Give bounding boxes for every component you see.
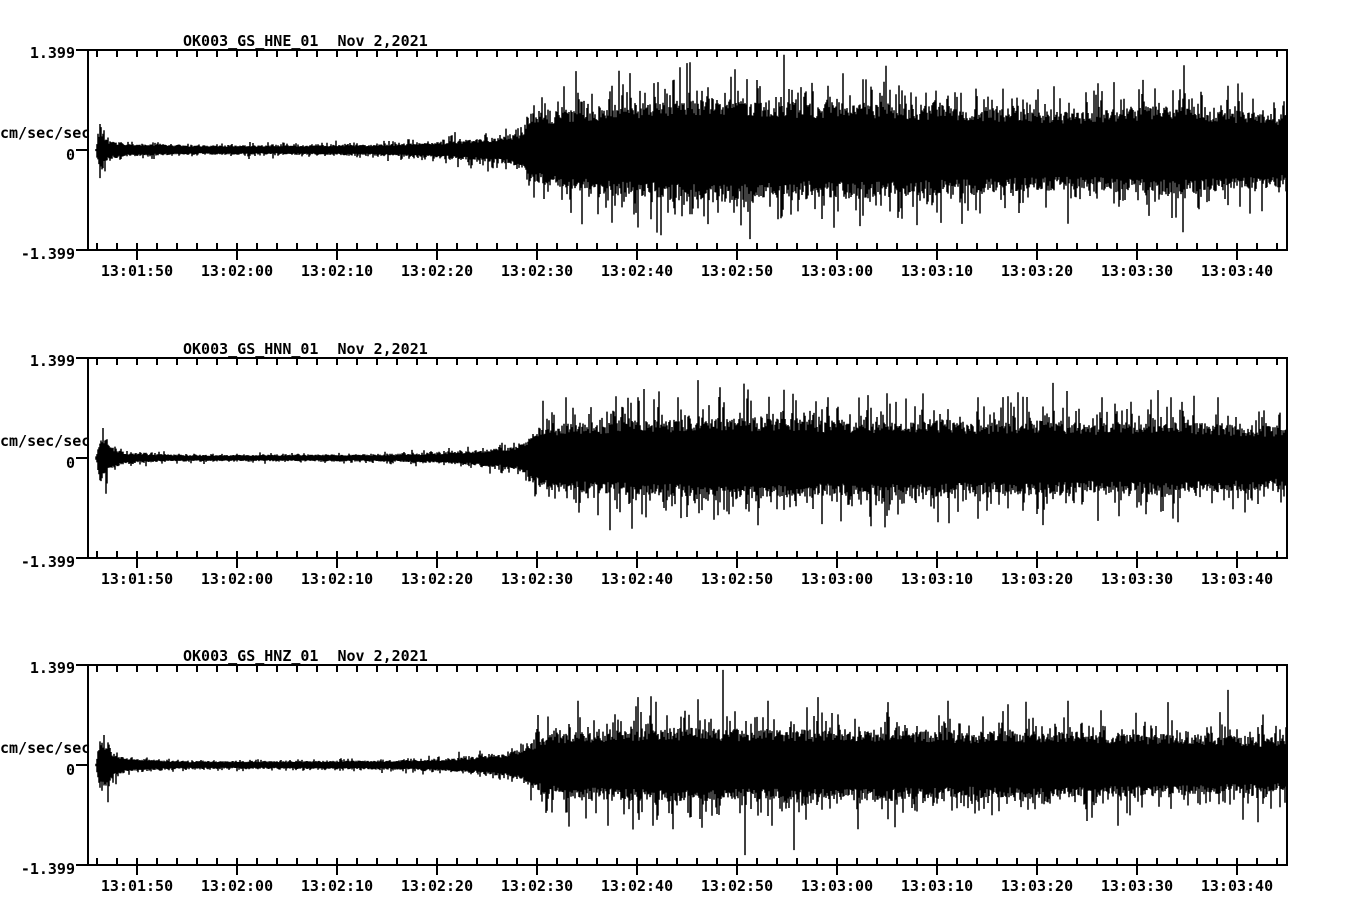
panel-2-xtick-7: 13:03:00 xyxy=(800,570,874,588)
panel-3-xtick-5: 13:02:40 xyxy=(600,877,674,895)
panel-1-xtick-8: 13:03:10 xyxy=(900,262,974,280)
panel-1-date: Nov 2,2021 xyxy=(337,32,428,50)
panel-1-xtick-7: 13:03:00 xyxy=(800,262,874,280)
panel-3-xtick-4: 13:02:30 xyxy=(500,877,574,895)
panel-2-xtick-4: 13:02:30 xyxy=(500,570,574,588)
panel-1-xtick-4: 13:02:30 xyxy=(500,262,574,280)
panel-3-waveform-trace xyxy=(95,669,1288,856)
panel-2-xtick-8: 13:03:10 xyxy=(900,570,974,588)
panel-3-yaxis-units: cm/sec/sec xyxy=(0,739,91,757)
panel-2-station-id: OK003_GS_HNN_01 xyxy=(183,340,319,358)
panel-2-waveform-trace xyxy=(95,380,1288,531)
panel-3-xtick-2: 13:02:10 xyxy=(300,877,374,895)
panel-2-ytick-bottom: -1.399 xyxy=(20,553,75,571)
panel-3-xtick-1: 13:02:00 xyxy=(200,877,274,895)
panel-1-xtick-9: 13:03:20 xyxy=(1000,262,1074,280)
panel-1-xtick-5: 13:02:40 xyxy=(600,262,674,280)
panel-2-date: Nov 2,2021 xyxy=(337,340,428,358)
panel-1-xtick-6: 13:02:50 xyxy=(700,262,774,280)
panel-1-waveform-trace xyxy=(95,54,1288,240)
panel-3-xtick-11: 13:03:40 xyxy=(1200,877,1274,895)
panel-2-xtick-6: 13:02:50 xyxy=(700,570,774,588)
panel-3-ytick-top: 1.399 xyxy=(29,659,75,677)
panel-2-yaxis-units: cm/sec/sec xyxy=(0,432,91,450)
panel-3-title: OK003_GS_HNZ_01 Nov 2,2021 xyxy=(183,648,428,664)
panel-1-xtick-1: 13:02:00 xyxy=(200,262,274,280)
panel-1-yaxis-units: cm/sec/sec xyxy=(0,124,91,142)
panel-2-ytick-top: 1.399 xyxy=(29,352,75,370)
panel-2-xtick-5: 13:02:40 xyxy=(600,570,674,588)
panel-3-date: Nov 2,2021 xyxy=(337,647,428,665)
panel-3-xtick-9: 13:03:20 xyxy=(1000,877,1074,895)
panel-3-xtick-3: 13:02:20 xyxy=(400,877,474,895)
panel-2-xtick-9: 13:03:20 xyxy=(1000,570,1074,588)
panel-3-xtick-0: 13:01:50 xyxy=(100,877,174,895)
panel-3-xtick-8: 13:03:10 xyxy=(900,877,974,895)
panel-2-title: OK003_GS_HNN_01 Nov 2,2021 xyxy=(183,341,428,357)
panel-3-ytick-bottom: -1.399 xyxy=(20,860,75,878)
panel-1-xtick-3: 13:02:20 xyxy=(400,262,474,280)
panel-2-xtick-1: 13:02:00 xyxy=(200,570,274,588)
panel-2-xtick-2: 13:02:10 xyxy=(300,570,374,588)
panel-3-station-id: OK003_GS_HNZ_01 xyxy=(183,647,319,665)
panel-2-xtick-11: 13:03:40 xyxy=(1200,570,1274,588)
panel-1-ytick-bottom: -1.399 xyxy=(20,245,75,263)
panel-1-xtick-11: 13:03:40 xyxy=(1200,262,1274,280)
panel-2-ytick-zero: 0 xyxy=(65,454,75,472)
panel-2-xtick-3: 13:02:20 xyxy=(400,570,474,588)
panel-2-xtick-10: 13:03:30 xyxy=(1100,570,1174,588)
panel-3-xtick-7: 13:03:00 xyxy=(800,877,874,895)
panel-3-xtick-6: 13:02:50 xyxy=(700,877,774,895)
panel-2-xtick-0: 13:01:50 xyxy=(100,570,174,588)
panel-1-xtick-0: 13:01:50 xyxy=(100,262,174,280)
panel-3-ytick-zero: 0 xyxy=(65,761,75,779)
panel-1-xtick-10: 13:03:30 xyxy=(1100,262,1174,280)
panel-1-station-id: OK003_GS_HNE_01 xyxy=(183,32,319,50)
panel-1-ytick-zero: 0 xyxy=(65,146,75,164)
panel-1-xtick-2: 13:02:10 xyxy=(300,262,374,280)
panel-1-title: OK003_GS_HNE_01 Nov 2,2021 xyxy=(183,33,428,49)
panel-1-ytick-top: 1.399 xyxy=(29,44,75,62)
panel-3-xtick-10: 13:03:30 xyxy=(1100,877,1174,895)
